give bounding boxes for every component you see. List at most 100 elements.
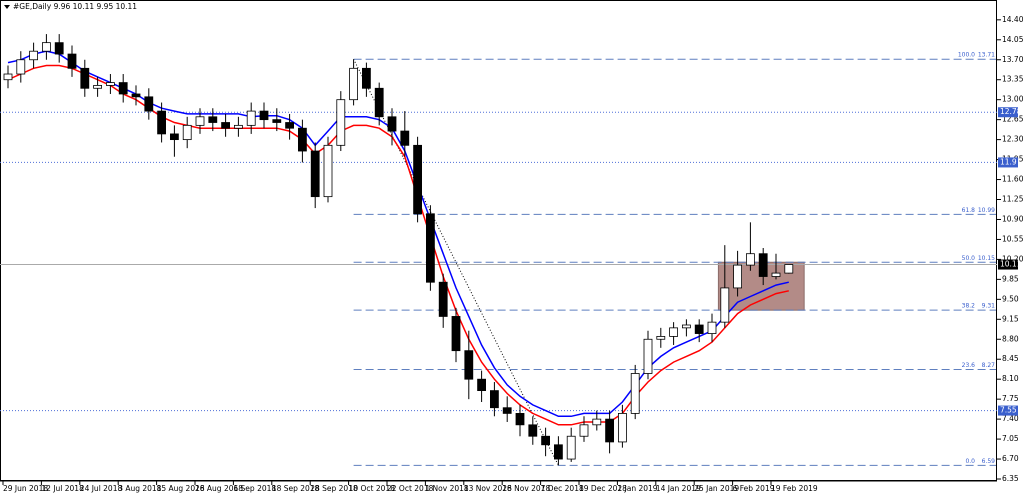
x-tick-label: 19 Dec 2018 bbox=[579, 484, 627, 493]
x-tick-label: 10 Oct 2018 bbox=[349, 484, 396, 493]
candle-body bbox=[3, 73, 13, 81]
candle-body bbox=[643, 338, 653, 374]
fib-ratio: 50.0 bbox=[962, 255, 976, 262]
x-tick-label: 2 Jan 2019 bbox=[617, 484, 657, 493]
y-tick-label: 11.60 bbox=[1002, 175, 1024, 184]
candle-body bbox=[707, 321, 717, 334]
candle-body bbox=[285, 122, 295, 129]
level-label: 11.9 bbox=[1000, 157, 1017, 166]
fib-value: 10.99 bbox=[978, 207, 995, 214]
y-tick-label: 6.70 bbox=[1002, 454, 1019, 463]
menu-arrow[interactable] bbox=[4, 5, 10, 9]
x-tick-label: 28 Sep 2018 bbox=[310, 484, 358, 493]
candle-body bbox=[592, 418, 602, 426]
y-tick-label: 9.50 bbox=[1002, 294, 1019, 303]
y-tick-label: 7.75 bbox=[1002, 394, 1019, 403]
candle-body bbox=[720, 287, 730, 323]
x-tick-label: 6 Sep 2018 bbox=[233, 484, 276, 493]
candle-body bbox=[656, 336, 666, 340]
moving-average bbox=[7, 64, 789, 426]
candle-body bbox=[477, 378, 487, 391]
x-tick-label: 19 Feb 2019 bbox=[771, 484, 818, 493]
candle-body bbox=[554, 444, 563, 460]
y-tick-label: 14.05 bbox=[1002, 35, 1024, 44]
candle-body bbox=[118, 82, 128, 95]
x-tick-label: 25 Jan 2019 bbox=[694, 484, 739, 493]
candle-body bbox=[29, 50, 39, 61]
fib-value: 10.15 bbox=[978, 255, 995, 262]
chart-title: #GE,Daily 9.96 10.11 9.95 10.11 bbox=[13, 2, 137, 11]
y-tick-label: 9.15 bbox=[1002, 314, 1019, 323]
candle-body bbox=[515, 413, 525, 426]
candle-body bbox=[746, 253, 755, 266]
x-tick-label: 3 Aug 2018 bbox=[118, 484, 161, 493]
fib-value: 9.31 bbox=[982, 303, 996, 310]
candle-body bbox=[182, 124, 192, 141]
y-tick-label: 11.25 bbox=[1002, 195, 1024, 204]
candle-body bbox=[259, 110, 269, 121]
candle-body bbox=[489, 390, 499, 409]
candle-body bbox=[233, 124, 243, 129]
candle-body bbox=[208, 116, 218, 123]
candle-body bbox=[16, 59, 26, 75]
x-tick-label: 14 Jan 2019 bbox=[656, 484, 701, 493]
candle-body bbox=[157, 110, 167, 135]
candle-body bbox=[618, 413, 627, 443]
x-tick-label: 29 Jun 2018 bbox=[3, 484, 48, 493]
candle-body bbox=[336, 99, 346, 146]
candle-body bbox=[579, 424, 589, 437]
fib-value: 13.71 bbox=[978, 52, 995, 59]
level-tag bbox=[998, 405, 1018, 416]
candle-body bbox=[67, 53, 77, 69]
y-tick-label: 8.10 bbox=[1002, 374, 1019, 383]
candle-body bbox=[93, 85, 102, 89]
candle-body bbox=[771, 272, 781, 277]
candle-body bbox=[272, 119, 282, 123]
candle-body bbox=[349, 67, 359, 101]
y-tick-label: 10.20 bbox=[1002, 254, 1024, 263]
y-tick-label: 13.70 bbox=[1002, 55, 1024, 64]
candle-body bbox=[374, 87, 384, 118]
y-tick-label: 7.05 bbox=[1002, 434, 1019, 443]
moving-average bbox=[7, 50, 789, 418]
candle-body bbox=[144, 96, 154, 112]
x-tick-label: 22 Oct 2018 bbox=[387, 484, 434, 493]
candle-body bbox=[694, 324, 704, 334]
x-tick-label: 18 Sep 2018 bbox=[272, 484, 320, 493]
y-tick-label: 6.35 bbox=[1002, 474, 1019, 483]
candle-body bbox=[131, 93, 141, 98]
level-tag bbox=[998, 107, 1018, 118]
candle-body bbox=[758, 253, 768, 277]
plot-frame bbox=[0, 0, 997, 481]
level-tag bbox=[998, 157, 1018, 168]
y-tick-label: 10.55 bbox=[1002, 234, 1024, 243]
fib-value: 8.27 bbox=[982, 362, 996, 369]
candle-body bbox=[425, 213, 435, 283]
candle-body bbox=[54, 42, 64, 55]
x-tick-label: 26 Nov 2018 bbox=[502, 484, 550, 493]
fib-ratio: 38.2 bbox=[962, 303, 976, 310]
candle-body bbox=[669, 327, 678, 337]
candle-body bbox=[438, 281, 448, 317]
x-tick-label: 24 Jul 2018 bbox=[80, 484, 123, 493]
y-tick-label: 13.00 bbox=[1002, 95, 1024, 104]
y-tick-label: 12.65 bbox=[1002, 115, 1024, 124]
candle-body bbox=[464, 350, 474, 380]
candle-body bbox=[630, 373, 640, 414]
candle-body bbox=[42, 42, 51, 52]
candle-body bbox=[733, 264, 742, 289]
x-tick-label: 12 Jul 2018 bbox=[41, 484, 84, 493]
y-tick-label: 13.35 bbox=[1002, 75, 1024, 84]
candle-body bbox=[106, 82, 115, 86]
candle-body bbox=[221, 122, 231, 129]
candle-body bbox=[361, 67, 371, 89]
level-label: 12.78 bbox=[1000, 107, 1022, 116]
candle-body bbox=[310, 150, 320, 198]
candle-body bbox=[541, 435, 550, 446]
level-label: 7.55 bbox=[1000, 406, 1017, 415]
candle-body bbox=[784, 264, 794, 274]
y-tick-label: 8.45 bbox=[1002, 354, 1019, 363]
y-tick-label: 12.30 bbox=[1002, 135, 1024, 144]
x-tick-label: 7 Dec 2018 bbox=[541, 484, 584, 493]
